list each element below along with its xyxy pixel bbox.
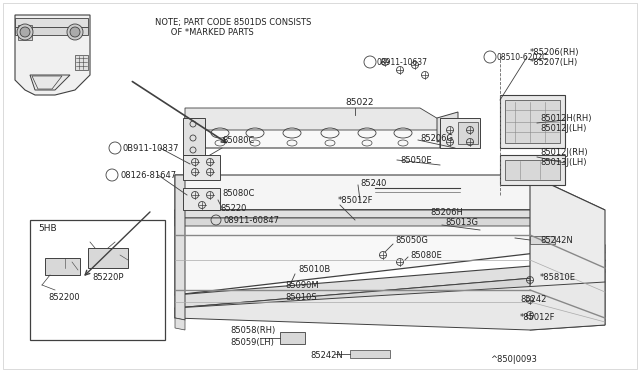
Text: 85050G: 85050G bbox=[395, 235, 428, 244]
Text: 08911-10637: 08911-10637 bbox=[377, 58, 428, 67]
Polygon shape bbox=[530, 236, 555, 244]
Polygon shape bbox=[280, 332, 305, 344]
Text: 08126-81647: 08126-81647 bbox=[120, 170, 176, 180]
Text: 85022: 85022 bbox=[345, 97, 374, 106]
Text: 85013J(LH): 85013J(LH) bbox=[540, 157, 586, 167]
Text: 85220: 85220 bbox=[220, 203, 246, 212]
Polygon shape bbox=[350, 350, 390, 358]
Polygon shape bbox=[505, 160, 560, 180]
Text: *85206(RH): *85206(RH) bbox=[530, 48, 579, 57]
Polygon shape bbox=[175, 175, 605, 210]
Text: 85050E: 85050E bbox=[400, 155, 431, 164]
Polygon shape bbox=[15, 27, 88, 35]
Text: 85242N: 85242N bbox=[540, 235, 573, 244]
Text: 85010B: 85010B bbox=[298, 266, 330, 275]
Text: NOTE; PART CODE 8501DS CONSISTS: NOTE; PART CODE 8501DS CONSISTS bbox=[155, 17, 312, 26]
Text: 85080C: 85080C bbox=[222, 135, 254, 144]
Polygon shape bbox=[505, 100, 560, 143]
Text: 85080C: 85080C bbox=[222, 189, 254, 198]
Text: OF *MARKED PARTS: OF *MARKED PARTS bbox=[155, 28, 253, 36]
Text: 85012H(RH): 85012H(RH) bbox=[540, 113, 591, 122]
Polygon shape bbox=[88, 248, 128, 268]
Text: 85080E: 85080E bbox=[410, 250, 442, 260]
Text: *85207(LH): *85207(LH) bbox=[530, 58, 579, 67]
Text: 85010S: 85010S bbox=[285, 294, 317, 302]
Circle shape bbox=[17, 24, 33, 40]
Text: *85012F: *85012F bbox=[338, 196, 374, 205]
Circle shape bbox=[20, 27, 30, 37]
Polygon shape bbox=[175, 282, 605, 330]
Polygon shape bbox=[175, 272, 605, 318]
Text: 5HB: 5HB bbox=[38, 224, 56, 232]
Polygon shape bbox=[183, 188, 220, 210]
Text: 852200: 852200 bbox=[48, 294, 79, 302]
Text: 85242: 85242 bbox=[520, 295, 547, 305]
Circle shape bbox=[70, 27, 80, 37]
Polygon shape bbox=[175, 218, 605, 261]
Polygon shape bbox=[183, 155, 220, 180]
Text: 85058(RH): 85058(RH) bbox=[230, 326, 275, 334]
Polygon shape bbox=[500, 95, 565, 148]
Text: 85240: 85240 bbox=[360, 179, 387, 187]
Text: 85013G: 85013G bbox=[445, 218, 478, 227]
Polygon shape bbox=[45, 258, 80, 275]
Polygon shape bbox=[458, 122, 478, 144]
Polygon shape bbox=[15, 18, 88, 27]
Text: 0B911-10837: 0B911-10837 bbox=[122, 144, 179, 153]
Polygon shape bbox=[175, 175, 185, 320]
Text: 85206G: 85206G bbox=[420, 134, 453, 142]
Text: 85012J(LH): 85012J(LH) bbox=[540, 124, 586, 132]
Text: 85059(LH): 85059(LH) bbox=[230, 337, 274, 346]
Polygon shape bbox=[185, 115, 440, 148]
Text: *85012F: *85012F bbox=[520, 314, 556, 323]
Text: ^850|0093: ^850|0093 bbox=[490, 356, 537, 365]
Text: 08510-6202C: 08510-6202C bbox=[497, 52, 548, 61]
Text: *85810E: *85810E bbox=[540, 273, 576, 282]
Polygon shape bbox=[530, 175, 605, 330]
Polygon shape bbox=[15, 15, 90, 95]
Polygon shape bbox=[175, 260, 605, 308]
Polygon shape bbox=[500, 155, 565, 185]
Polygon shape bbox=[437, 112, 458, 142]
Text: 85012J(RH): 85012J(RH) bbox=[540, 148, 588, 157]
Polygon shape bbox=[183, 118, 205, 155]
Polygon shape bbox=[30, 75, 70, 90]
Text: 85220P: 85220P bbox=[92, 273, 124, 282]
Text: 85206H: 85206H bbox=[430, 208, 463, 217]
Circle shape bbox=[67, 24, 83, 40]
Text: 85090M: 85090M bbox=[285, 280, 319, 289]
Text: 08911-60847: 08911-60847 bbox=[223, 215, 279, 224]
Polygon shape bbox=[18, 25, 32, 40]
Text: 85242N: 85242N bbox=[310, 350, 343, 359]
Polygon shape bbox=[175, 210, 605, 253]
Polygon shape bbox=[185, 108, 440, 130]
Polygon shape bbox=[75, 55, 88, 70]
Polygon shape bbox=[175, 318, 185, 330]
Polygon shape bbox=[440, 118, 480, 148]
Polygon shape bbox=[175, 210, 605, 295]
FancyBboxPatch shape bbox=[30, 220, 165, 340]
